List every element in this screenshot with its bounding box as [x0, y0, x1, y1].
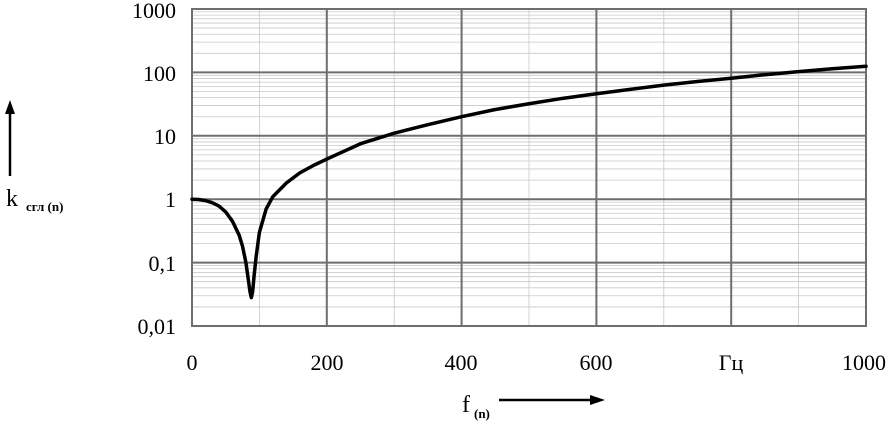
- y-tick-label: 10: [154, 124, 176, 149]
- x-axis-label-sub: (n): [474, 406, 490, 421]
- minor-grid: [192, 9, 866, 326]
- y-tick-label: 0,01: [138, 314, 177, 339]
- x-tick-label: 600: [580, 350, 613, 375]
- y-tick-label: 1000: [132, 0, 176, 23]
- y-axis-label: k сгл (n): [5, 100, 63, 214]
- x-tick-label: 400: [445, 350, 478, 375]
- y-axis-arrowhead-icon: [5, 100, 15, 114]
- x-tick-label: 200: [311, 350, 344, 375]
- y-tick-label: 0,1: [149, 251, 177, 276]
- x-tick-label: 0: [187, 350, 198, 375]
- x-tick-labels: 0 200 400 600 Гц 1000: [187, 350, 887, 375]
- y-tick-label: 100: [143, 61, 176, 86]
- y-axis-label-main: k: [6, 186, 18, 212]
- x-axis-label: f (n): [462, 392, 605, 421]
- series-line: [190, 64, 868, 300]
- x-tick-label: 1000: [842, 350, 886, 375]
- x-axis-label-main: f: [462, 392, 470, 418]
- plot-frame: [191, 8, 867, 327]
- y-tick-labels: 0,01 0,1 1 10 100 1000: [132, 0, 176, 339]
- x-axis-arrowhead-icon: [590, 395, 605, 405]
- series-layer: [190, 64, 868, 300]
- y-axis-label-sub: сгл (n): [26, 199, 63, 214]
- y-tick-label: 1: [165, 187, 176, 212]
- x-tick-label: Гц: [719, 350, 744, 375]
